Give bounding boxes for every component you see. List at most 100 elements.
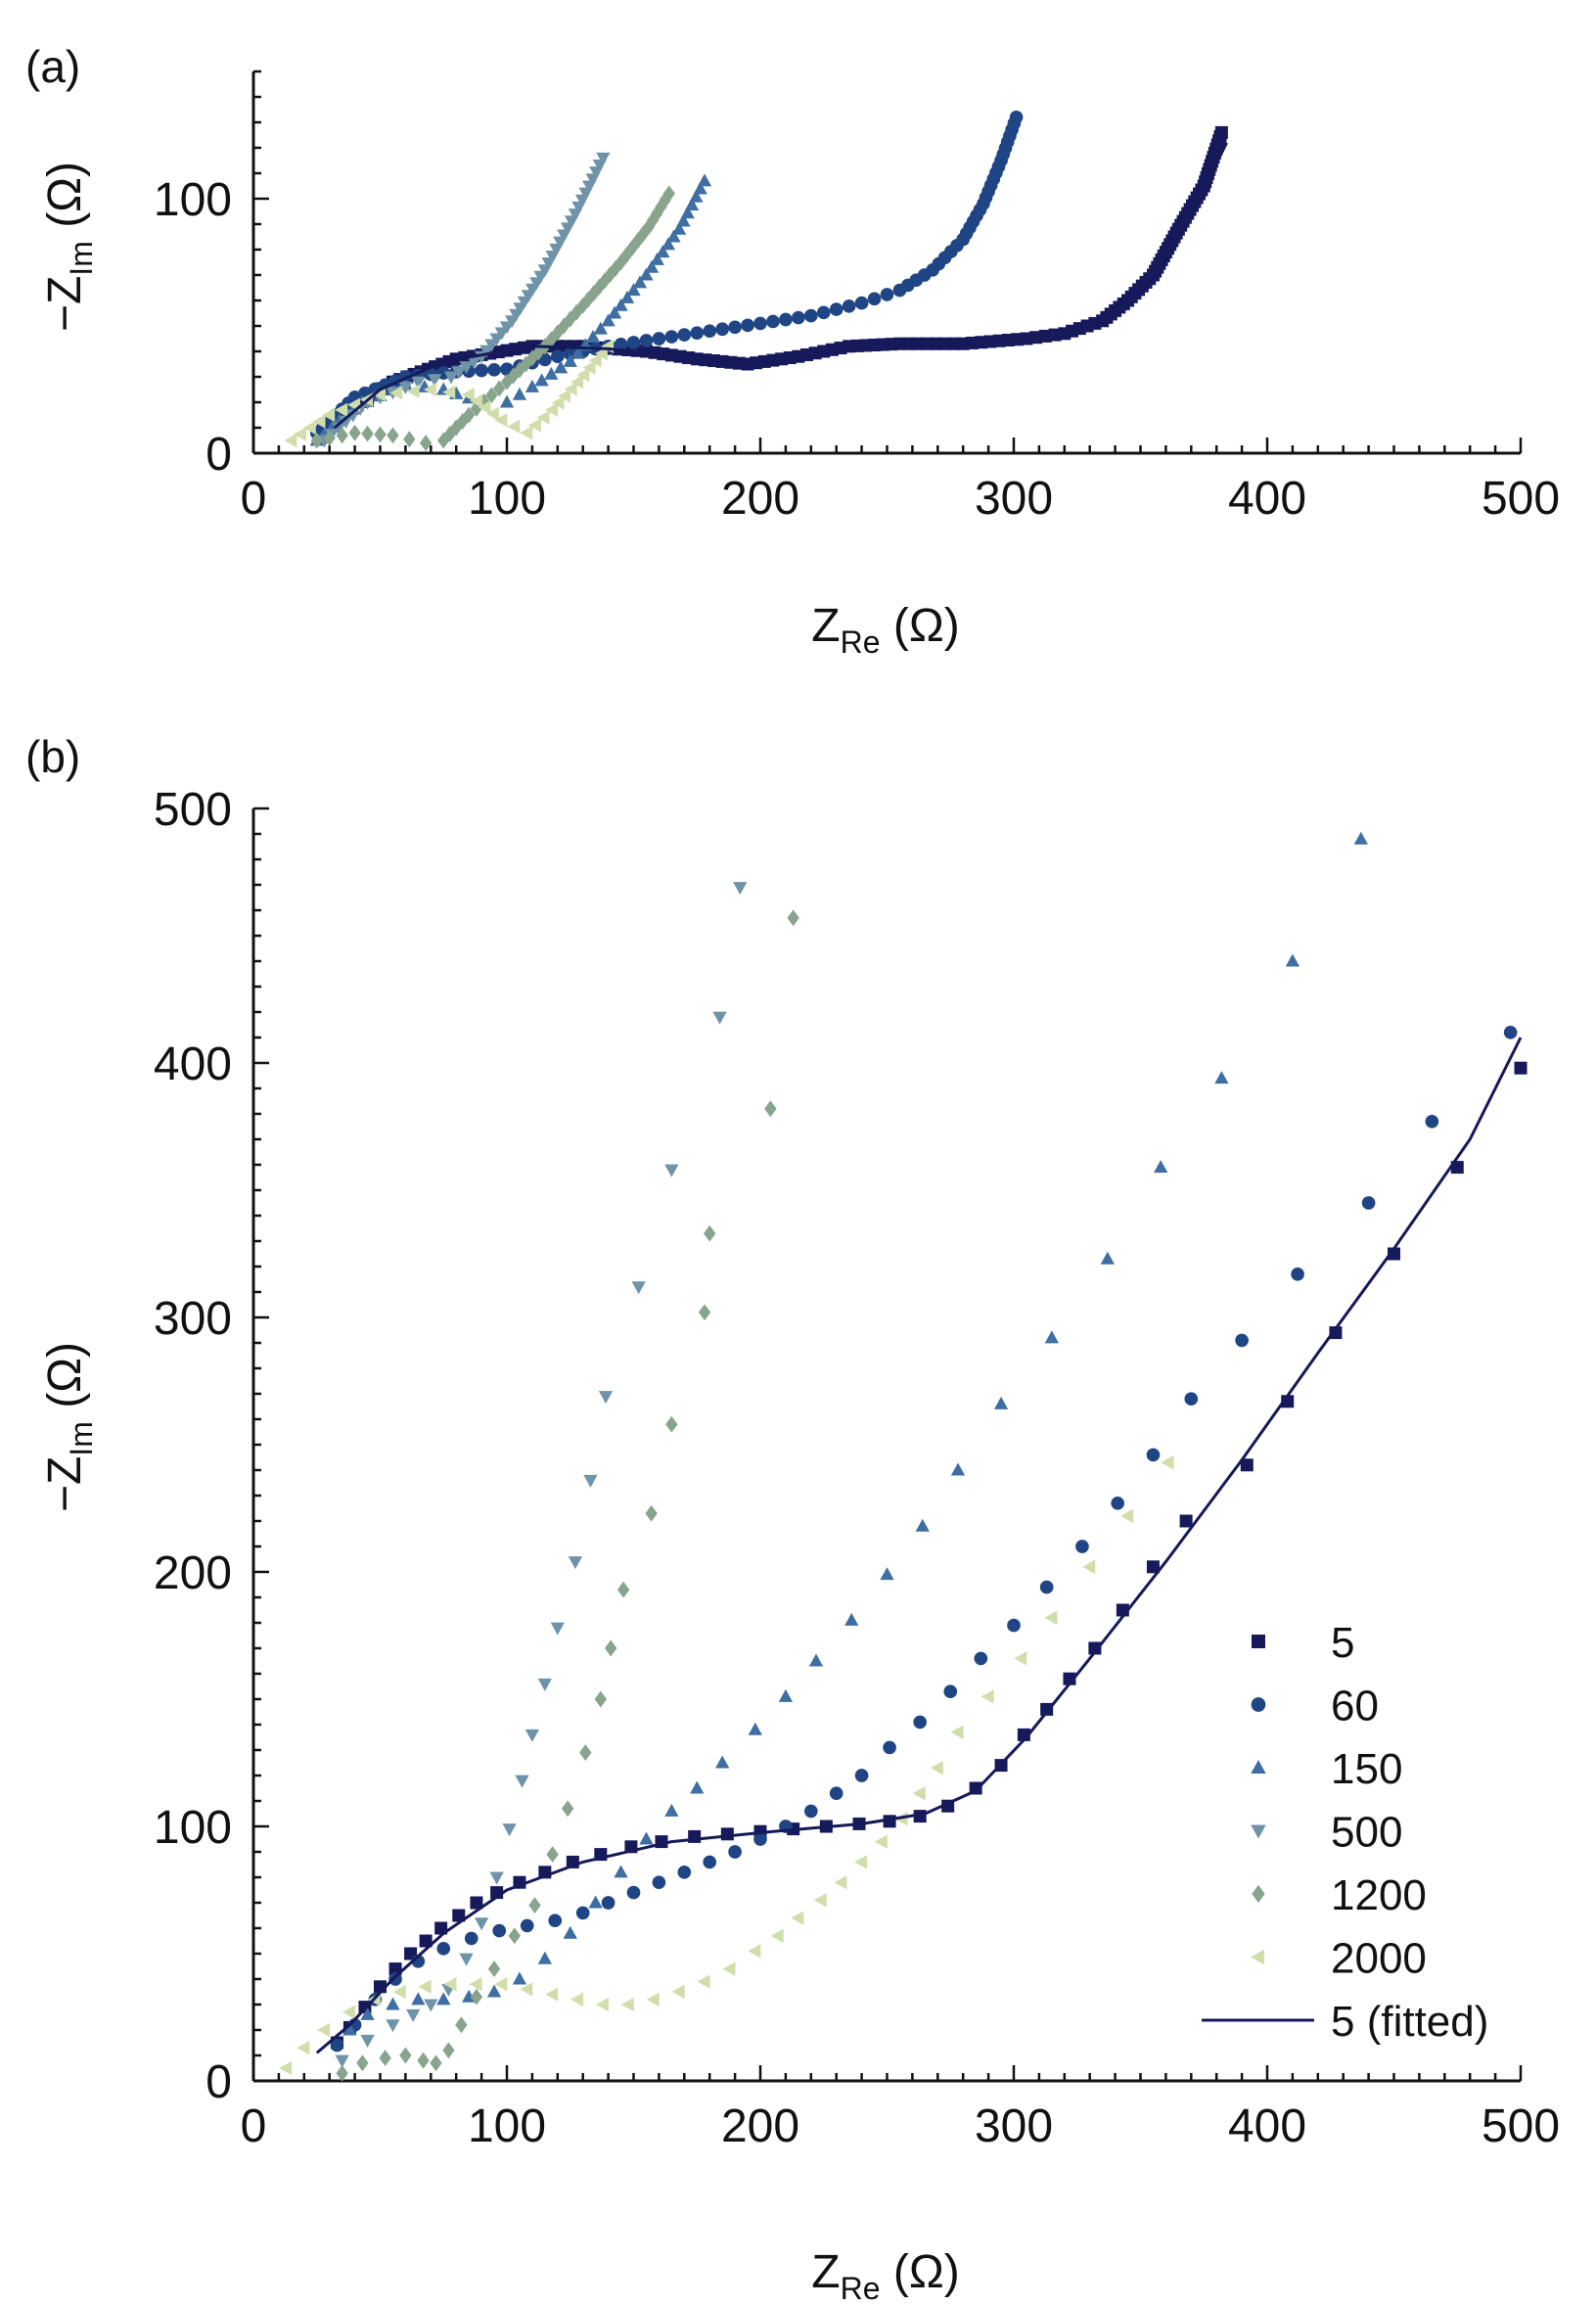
legend-label: 2000 <box>1331 1935 1427 1983</box>
data-point <box>374 426 387 443</box>
data-point <box>1214 1071 1229 1084</box>
data-point <box>585 329 601 343</box>
data-point <box>588 353 602 368</box>
data-point <box>419 435 433 452</box>
data-point <box>492 1923 507 1938</box>
data-point <box>697 1974 710 1989</box>
data-point <box>508 1927 521 1945</box>
data-point <box>943 1684 958 1699</box>
data-point <box>442 2042 455 2059</box>
legend-label: 150 <box>1331 1745 1402 1793</box>
y-tick-label: 400 <box>154 1038 232 1090</box>
data-point <box>348 424 361 441</box>
data-point <box>748 1722 762 1735</box>
data-point <box>520 1918 534 1933</box>
data-point <box>834 1875 847 1890</box>
data-point <box>464 1931 479 1946</box>
data-point <box>386 2019 400 2033</box>
legend-marker <box>1252 1635 1265 1648</box>
data-point <box>524 1729 540 1742</box>
data-point <box>443 1977 457 1992</box>
x-tick-label: 400 <box>1228 2100 1306 2152</box>
data-point <box>406 384 420 398</box>
data-point <box>626 283 641 297</box>
data-point <box>411 1992 426 2006</box>
y-tick-label: 0 <box>205 429 232 481</box>
data-point <box>1361 1196 1376 1210</box>
data-point <box>323 429 336 446</box>
data-point <box>652 1875 666 1890</box>
data-point <box>950 1462 966 1476</box>
legend-marker <box>1251 1697 1266 1712</box>
data-point <box>294 427 307 441</box>
data-point <box>536 410 550 425</box>
data-point <box>684 198 700 211</box>
data-point <box>462 406 476 424</box>
data-point <box>419 1934 433 1948</box>
data-point <box>322 407 336 423</box>
data-point <box>614 338 628 351</box>
data-point <box>1179 1514 1193 1528</box>
data-point <box>594 1690 608 1708</box>
x-tick-label: 0 <box>241 2100 267 2152</box>
x-tick-label: 100 <box>468 473 546 525</box>
data-point <box>645 1504 658 1522</box>
series-2000 <box>279 1455 1174 2076</box>
data-point <box>626 336 641 349</box>
data-point <box>1039 1580 1054 1594</box>
panel-b-label: (b) <box>25 731 80 782</box>
data-point <box>596 152 611 165</box>
data-point <box>1100 1251 1115 1265</box>
data-point <box>1291 1267 1304 1281</box>
data-point <box>469 1977 482 1992</box>
data-point <box>1146 1448 1161 1462</box>
data-point <box>601 1896 616 1910</box>
data-point <box>470 393 483 408</box>
data-point <box>1111 1496 1125 1510</box>
data-point <box>548 1914 563 1928</box>
data-point <box>1014 1651 1027 1666</box>
panel-a-x-axis-label: ZRe (Ω) <box>811 600 959 660</box>
data-point <box>494 413 508 428</box>
panel-b-x-axis-label: ZRe (Ω) <box>811 2246 959 2306</box>
data-point <box>720 1827 734 1841</box>
data-point <box>792 310 805 325</box>
x-tick-label: 300 <box>975 473 1053 525</box>
data-point <box>356 2054 369 2072</box>
data-point <box>764 1100 777 1118</box>
data-point <box>537 1678 552 1691</box>
data-point <box>671 221 687 235</box>
data-point <box>1044 1330 1059 1344</box>
data-point <box>493 380 506 397</box>
data-point <box>1088 1641 1102 1655</box>
panel-a: (a) 0 100 200 300 400 500 0 100 ZRe (Ω) −ZIm (Ω… <box>25 41 1560 660</box>
x-tick-label: 300 <box>975 2100 1053 2152</box>
data-point <box>339 415 353 429</box>
data-point <box>310 432 323 449</box>
data-point <box>456 413 469 430</box>
data-point <box>388 1972 402 1986</box>
data-point <box>974 1651 988 1666</box>
data-point <box>563 353 577 367</box>
x-tick-label: 200 <box>721 473 799 525</box>
data-point <box>411 376 426 390</box>
data-point <box>424 1999 438 2012</box>
data-point <box>829 1786 844 1801</box>
panel-a-tick-labels: 0 100 200 300 400 500 0 100 <box>154 174 1560 525</box>
data-point <box>475 363 488 378</box>
data-point <box>459 361 474 375</box>
data-point <box>336 2064 348 2082</box>
data-point <box>582 291 595 308</box>
data-point <box>403 431 416 448</box>
data-point <box>342 2022 357 2036</box>
data-point <box>563 1925 577 1939</box>
series-60 <box>330 1025 1518 2052</box>
data-point <box>779 312 793 327</box>
data-point <box>753 1832 767 1846</box>
data-point <box>1184 1392 1199 1407</box>
data-point <box>1285 953 1300 967</box>
data-point <box>423 382 436 397</box>
data-point <box>803 1804 818 1819</box>
data-point <box>664 1803 679 1817</box>
